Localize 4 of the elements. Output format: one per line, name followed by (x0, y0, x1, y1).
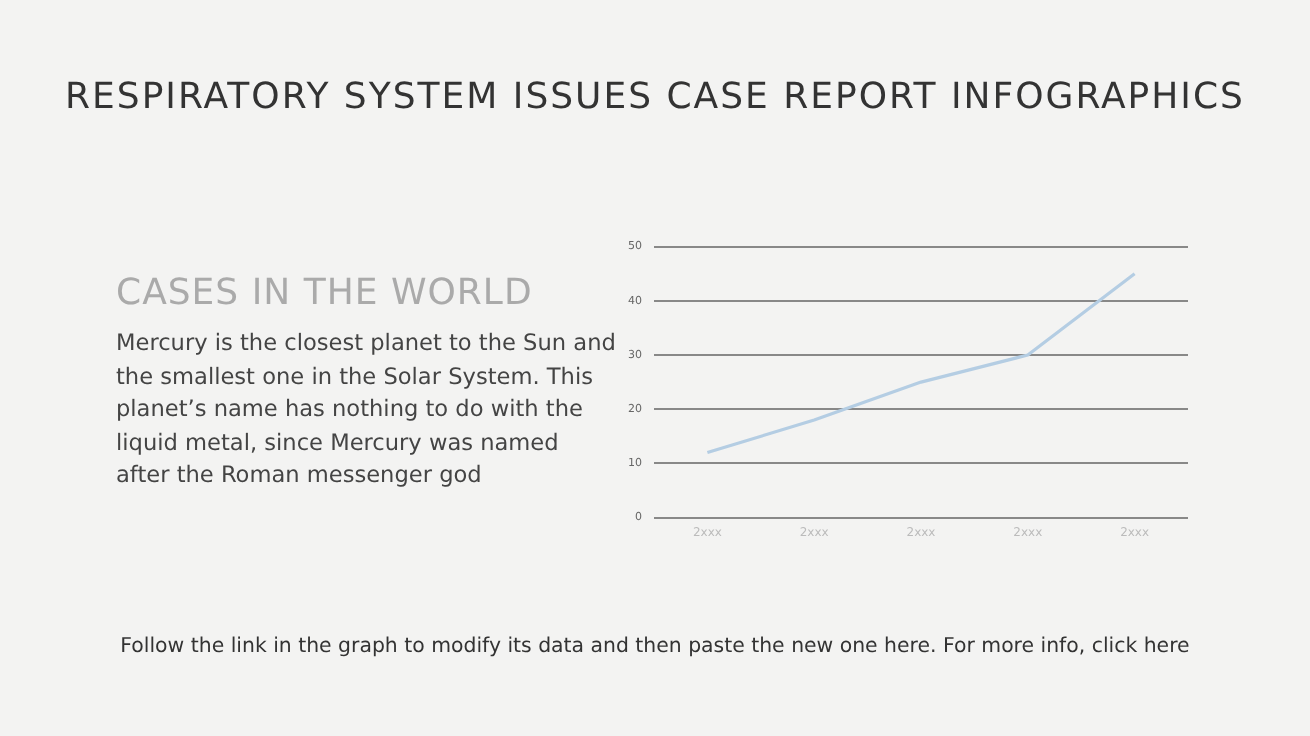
text: Mercury is the closest planet to the Sun and the smallest one in the Solar System. This planet’s name has nothing to do with the liquid metal, since Mercury was named after the Roman messenger god (116, 328, 616, 492)
chart-title: RESPIRATORY SYSTEM ISSUES CASE REPORT INFOGRAPHICS (63, 76, 1247, 118)
text: CASES IN THE WORLD (116, 272, 533, 314)
text: Follow the link in the graph to modify its data and then paste the new one here. For more info, click here (118, 636, 1192, 658)
